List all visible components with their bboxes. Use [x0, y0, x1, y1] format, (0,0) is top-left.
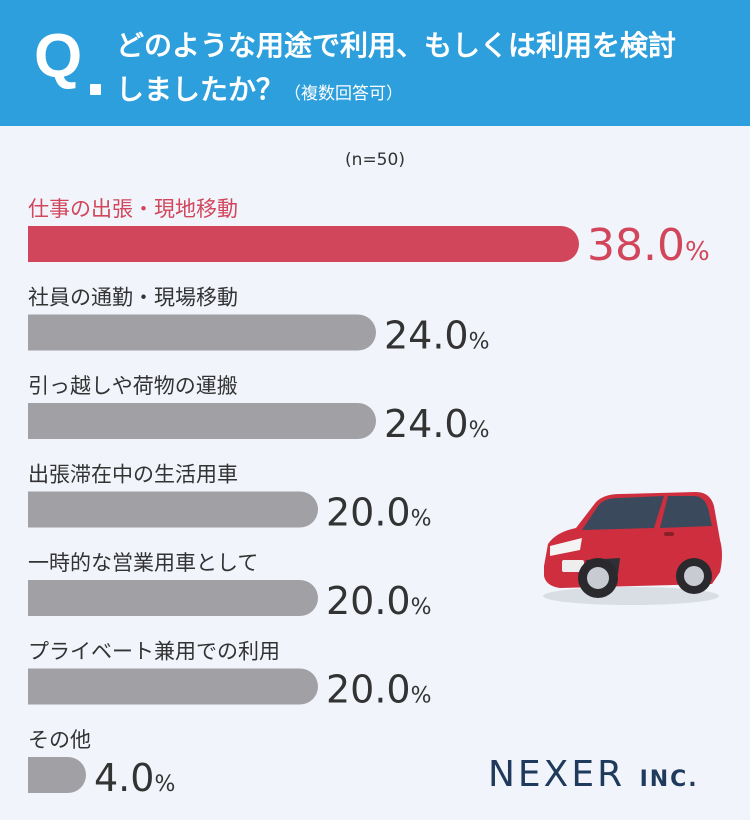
- logo-suffix: INC.: [639, 767, 699, 792]
- sample-size-label: (n=50): [345, 150, 405, 170]
- question-line-2-text: しましたか？: [116, 73, 285, 106]
- bar: [28, 580, 318, 616]
- value-label: 38.0%: [587, 220, 710, 271]
- bar: [28, 403, 376, 439]
- question-line-1: どのような用途で利用、もしくは利用を検討: [116, 29, 677, 62]
- category-label: 一時的な営業用車として: [28, 551, 258, 575]
- category-label: その他: [28, 728, 91, 752]
- question-header: Q どのような用途で利用、もしくは利用を検討 しましたか？（複数回答可）: [0, 0, 750, 126]
- logo-name: NEXER: [488, 754, 626, 795]
- value-label: 24.0%: [384, 314, 490, 358]
- value-label: 20.0%: [326, 579, 432, 623]
- category-label: 社員の通勤・現場移動: [28, 286, 238, 310]
- question-mark: Q: [34, 22, 83, 91]
- bar: [28, 757, 86, 793]
- category-label: 出張滞在中の生活用車: [28, 463, 238, 487]
- bar: [28, 668, 318, 705]
- question-text: どのような用途で利用、もしくは利用を検討 しましたか？（複数回答可）: [116, 24, 736, 116]
- category-label: プライベート兼用での利用: [28, 640, 280, 664]
- question-note: （複数回答可）: [284, 84, 404, 104]
- car-illustration: [543, 492, 722, 605]
- bar: [28, 226, 579, 262]
- bar: [28, 314, 376, 351]
- value-label: 20.0%: [326, 668, 432, 712]
- bar: [28, 491, 318, 528]
- value-label: 24.0%: [384, 402, 490, 446]
- category-label: 仕事の出張・現地移動: [28, 197, 238, 221]
- value-label: 4.0%: [94, 756, 175, 800]
- nexer-logo: NEXER INC.: [488, 754, 699, 795]
- question-line-2: しましたか？（複数回答可）: [116, 68, 736, 116]
- value-label: 20.0%: [326, 491, 432, 535]
- question-dot: [90, 84, 101, 95]
- category-label: 引っ越しや荷物の運搬: [28, 374, 238, 398]
